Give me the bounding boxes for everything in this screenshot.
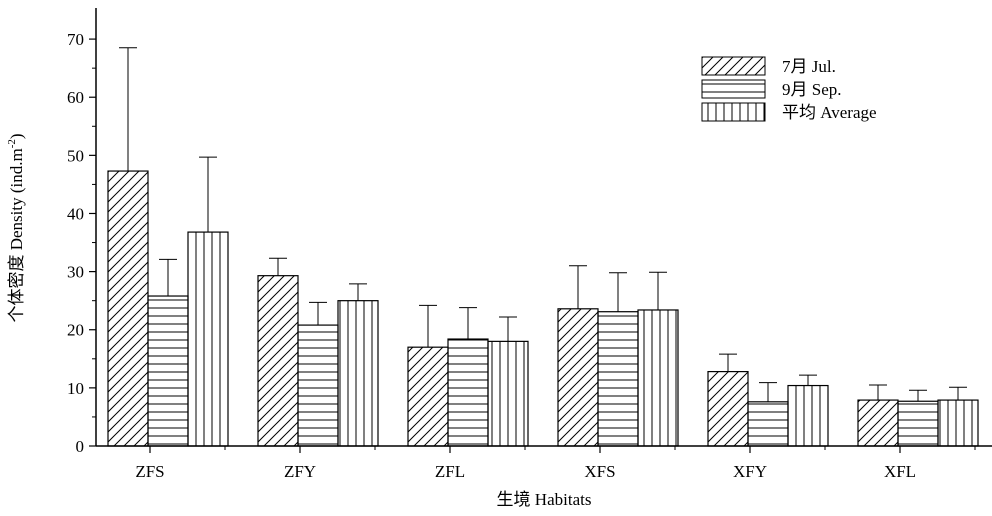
y-axis-title: 个体密度 Density (ind.m-2) bbox=[6, 133, 26, 322]
bar-zfy-series3 bbox=[337, 300, 379, 447]
y-axis-title-main: 个体密度 Density (ind.m bbox=[7, 148, 26, 322]
error-bars-layer bbox=[119, 47, 967, 402]
y-ticks: 0 10 20 30 40 50 60 70 bbox=[67, 30, 96, 456]
x-ticks: ZFS ZFY ZFL XFS XFY XFL bbox=[135, 446, 976, 481]
x-tick-label-xfy: XFY bbox=[733, 462, 767, 481]
bar-zfs-series1 bbox=[107, 170, 149, 447]
legend-swatch-average bbox=[701, 102, 766, 122]
bar-zfl-series3 bbox=[487, 340, 529, 447]
bar-xfl-series1 bbox=[857, 399, 899, 447]
y-tick-label-40: 40 bbox=[67, 204, 84, 223]
legend-swatch-sep bbox=[701, 79, 766, 99]
bar-xfs-series1 bbox=[557, 308, 599, 447]
x-tick-label-zfy: ZFY bbox=[284, 462, 316, 481]
bar-zfy-series1 bbox=[257, 275, 299, 447]
legend-label-average: 平均 Average bbox=[782, 103, 877, 122]
bar-zfl-series1 bbox=[407, 346, 449, 447]
legend-label-jul: 7月 Jul. bbox=[782, 57, 836, 76]
x-tick-label-zfs: ZFS bbox=[135, 462, 164, 481]
y-tick-label-50: 50 bbox=[67, 146, 84, 165]
y-tick-label-10: 10 bbox=[67, 379, 84, 398]
x-tick-label-zfl: ZFL bbox=[435, 462, 465, 481]
y-axis-title-tail: ) bbox=[7, 133, 26, 139]
bar-xfy-series2 bbox=[747, 401, 789, 447]
bar-xfl-series2 bbox=[897, 400, 939, 447]
y-tick-label-20: 20 bbox=[67, 321, 84, 340]
x-tick-label-xfs: XFS bbox=[584, 462, 615, 481]
y-tick-label-0: 0 bbox=[76, 437, 85, 456]
bar-zfs-series2 bbox=[147, 295, 189, 447]
y-axis-title-superscript: -2 bbox=[6, 139, 18, 148]
bars-layer bbox=[107, 170, 979, 447]
bar-xfy-series1 bbox=[707, 370, 749, 447]
legend: 7月 Jul. 9月 Sep. 平均 Average bbox=[701, 56, 877, 122]
bar-xfy-series3 bbox=[787, 384, 829, 447]
legend-label-sep: 9月 Sep. bbox=[782, 80, 842, 99]
x-tick-label-xfl: XFL bbox=[884, 462, 916, 481]
bar-zfy-series2 bbox=[297, 324, 339, 447]
bar-xfs-series3 bbox=[637, 309, 679, 447]
y-tick-label-70: 70 bbox=[67, 30, 84, 49]
x-axis-title: 生境 Habitats bbox=[497, 490, 592, 509]
bar-xfs-series2 bbox=[597, 311, 639, 447]
bar-zfs-series3 bbox=[187, 231, 229, 447]
y-tick-label-60: 60 bbox=[67, 88, 84, 107]
bar-xfl-series3 bbox=[937, 399, 979, 447]
y-tick-label-30: 30 bbox=[67, 263, 84, 282]
legend-swatch-jul bbox=[701, 56, 766, 76]
bar-zfl-series2 bbox=[447, 338, 489, 447]
